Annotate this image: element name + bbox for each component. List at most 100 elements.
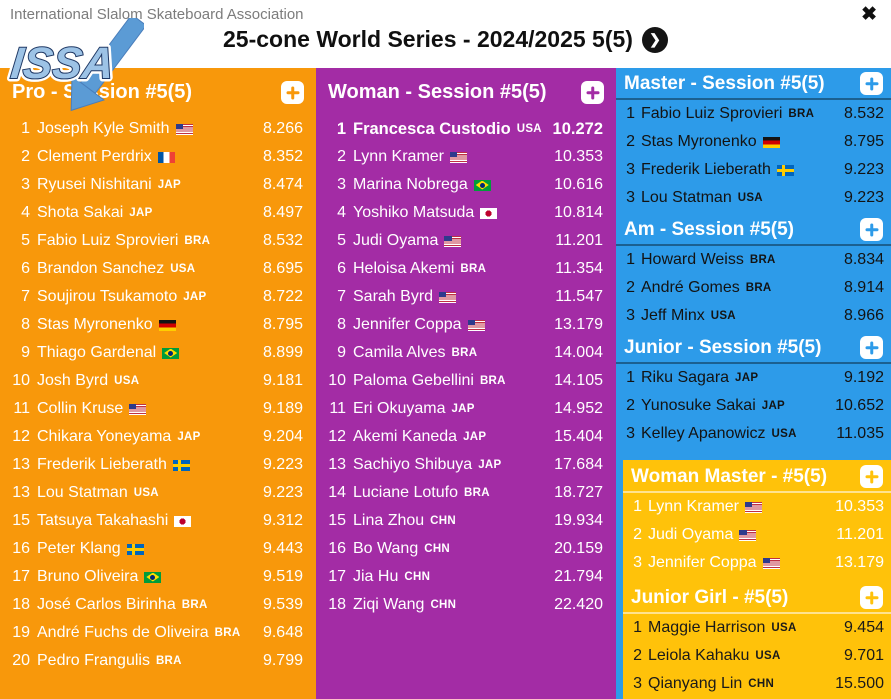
score-value: 9.223 bbox=[262, 456, 303, 473]
entry-row[interactable]: 3 Jennifer Coppa 13.179 bbox=[623, 549, 891, 577]
country-code: BRA bbox=[749, 254, 776, 266]
entry-row[interactable]: 9 Camila Alves BRA 14.004 bbox=[316, 339, 616, 367]
rank-number: 16 bbox=[328, 540, 346, 557]
entry-row[interactable]: 10 Josh Byrd USA 9.181 bbox=[0, 367, 316, 395]
add-entry-button[interactable] bbox=[281, 81, 304, 104]
entry-row[interactable]: 8 Stas Myronenko 8.795 bbox=[0, 311, 316, 339]
entry-row[interactable]: 7 Soujirou Tsukamoto JAP 8.722 bbox=[0, 283, 316, 311]
entry-row[interactable]: 1 Joseph Kyle Smith 8.266 bbox=[0, 115, 316, 143]
close-icon[interactable]: ✖ bbox=[861, 4, 877, 25]
rider-name: José Carlos Birinha bbox=[37, 596, 176, 613]
rank-number: 3 bbox=[626, 161, 635, 178]
entry-row[interactable]: 1 Riku Sagara JAP 9.192 bbox=[616, 364, 891, 392]
score-value: 9.799 bbox=[262, 652, 303, 669]
entry-row[interactable]: 18 José Carlos Birinha BRA 9.539 bbox=[0, 591, 316, 619]
add-entry-button[interactable] bbox=[581, 81, 604, 104]
flag-ger-icon bbox=[762, 136, 780, 148]
rider-name: Bo Wang bbox=[353, 540, 419, 557]
rank-number: 3 bbox=[626, 425, 635, 442]
add-entry-button[interactable] bbox=[860, 465, 883, 488]
entry-row[interactable]: 13 Frederik Lieberath 9.223 bbox=[0, 451, 316, 479]
entry-row[interactable]: 2 Stas Myronenko 8.795 bbox=[616, 128, 891, 156]
score-value: 8.532 bbox=[262, 232, 303, 249]
entry-row[interactable]: 17 Bruno Oliveira 9.519 bbox=[0, 563, 316, 591]
title-row: 25-cone World Series - 2024/2025 5(5) ❯ bbox=[0, 26, 891, 53]
entry-row[interactable]: 3 Lou Statman USA 9.223 bbox=[616, 184, 891, 212]
entry-row[interactable]: 19 André Fuchs de Oliveira BRA 9.648 bbox=[0, 619, 316, 647]
entry-row[interactable]: 3 Frederik Lieberath 9.223 bbox=[616, 156, 891, 184]
entry-row[interactable]: 12 Chikara Yoneyama JAP 9.204 bbox=[0, 423, 316, 451]
score-value: 8.532 bbox=[843, 105, 884, 122]
entry-row[interactable]: 9 Thiago Gardenal 8.899 bbox=[0, 339, 316, 367]
entry-row[interactable]: 18 Ziqi Wang CHN 22.420 bbox=[316, 591, 616, 619]
entry-row[interactable]: 8 Jennifer Coppa 13.179 bbox=[316, 311, 616, 339]
next-session-button[interactable]: ❯ bbox=[641, 26, 668, 53]
rider-name: Pedro Frangulis bbox=[37, 652, 150, 669]
entry-row[interactable]: 5 Fabio Luiz Sprovieri BRA 8.532 bbox=[0, 227, 316, 255]
flag-bra-icon bbox=[473, 179, 491, 191]
entry-row[interactable]: 15 Tatsuya Takahashi 9.312 bbox=[0, 507, 316, 535]
entry-row[interactable]: 2 Clement Perdrix 8.352 bbox=[0, 143, 316, 171]
rank-number: 20 bbox=[12, 652, 30, 669]
score-value: 11.354 bbox=[555, 260, 603, 277]
entry-row[interactable]: 2 Yunosuke Sakai JAP 10.652 bbox=[616, 392, 891, 420]
flag-usa-icon bbox=[762, 557, 780, 569]
entry-row[interactable]: 13 Lou Statman USA 9.223 bbox=[0, 479, 316, 507]
entry-row[interactable]: 6 Heloisa Akemi BRA 11.354 bbox=[316, 255, 616, 283]
entry-row[interactable]: 3 Kelley Apanowicz USA 11.035 bbox=[616, 420, 891, 448]
logo-text: ISSA bbox=[9, 39, 117, 88]
rank-number: 12 bbox=[12, 428, 30, 445]
score-value: 9.223 bbox=[843, 189, 884, 206]
score-value: 9.189 bbox=[262, 400, 303, 417]
rank-number: 13 bbox=[12, 484, 30, 501]
score-value: 10.353 bbox=[835, 498, 884, 515]
flag-usa-icon bbox=[129, 403, 147, 415]
country-code: JAP bbox=[177, 431, 201, 443]
entry-row[interactable]: 3 Marina Nobrega 10.616 bbox=[316, 171, 616, 199]
rank-number: 8 bbox=[21, 316, 30, 333]
entry-row[interactable]: 7 Sarah Byrd 11.547 bbox=[316, 283, 616, 311]
score-value: 8.795 bbox=[843, 133, 884, 150]
entry-row[interactable]: 4 Yoshiko Matsuda 10.814 bbox=[316, 199, 616, 227]
entry-row[interactable]: 6 Brandon Sanchez USA 8.695 bbox=[0, 255, 316, 283]
entry-row[interactable]: 2 André Gomes BRA 8.914 bbox=[616, 274, 891, 302]
entry-row[interactable]: 1 Howard Weiss BRA 8.834 bbox=[616, 246, 891, 274]
entry-row[interactable]: 15 Lina Zhou CHN 19.934 bbox=[316, 507, 616, 535]
entry-row[interactable]: 11 Collin Kruse 9.189 bbox=[0, 395, 316, 423]
rider-name: Jennifer Coppa bbox=[648, 554, 757, 571]
entry-row[interactable]: 3 Ryusei Nishitani JAP 8.474 bbox=[0, 171, 316, 199]
rank-number: 1 bbox=[633, 619, 642, 636]
entry-row[interactable]: 4 Shota Sakai JAP 8.497 bbox=[0, 199, 316, 227]
entry-row[interactable]: 11 Eri Okuyama JAP 14.952 bbox=[316, 395, 616, 423]
country-code: BRA bbox=[745, 282, 772, 294]
add-entry-button[interactable] bbox=[860, 72, 883, 95]
entry-row[interactable]: 10 Paloma Gebellini BRA 14.105 bbox=[316, 367, 616, 395]
rider-name: Clement Perdrix bbox=[37, 148, 152, 165]
entry-row[interactable]: 3 Jeff Minx USA 8.966 bbox=[616, 302, 891, 330]
entry-row[interactable]: 3 Qianyang Lin CHN 15.500 bbox=[623, 670, 891, 698]
entry-row[interactable]: 13 Sachiyo Shibuya JAP 17.684 bbox=[316, 451, 616, 479]
rank-number: 12 bbox=[328, 428, 346, 445]
entry-row[interactable]: 17 Jia Hu CHN 21.794 bbox=[316, 563, 616, 591]
country-code: USA bbox=[516, 123, 542, 135]
entry-row[interactable]: 1 Fabio Luiz Sprovieri BRA 8.532 bbox=[616, 100, 891, 128]
entry-row[interactable]: 2 Judi Oyama 11.201 bbox=[623, 521, 891, 549]
entry-row[interactable]: 16 Peter Klang 9.443 bbox=[0, 535, 316, 563]
add-entry-button[interactable] bbox=[860, 586, 883, 609]
entry-row[interactable]: 16 Bo Wang CHN 20.159 bbox=[316, 535, 616, 563]
add-entry-button[interactable] bbox=[860, 218, 883, 241]
entry-row[interactable]: 14 Luciane Lotufo BRA 18.727 bbox=[316, 479, 616, 507]
rank-number: 3 bbox=[626, 189, 635, 206]
score-value: 14.952 bbox=[554, 400, 603, 417]
entry-row[interactable]: 1 Lynn Kramer 10.353 bbox=[623, 493, 891, 521]
entry-row[interactable]: 2 Lynn Kramer 10.353 bbox=[316, 143, 616, 171]
entry-row[interactable]: 2 Leiola Kahaku USA 9.701 bbox=[623, 642, 891, 670]
entry-row[interactable]: 12 Akemi Kaneda JAP 15.404 bbox=[316, 423, 616, 451]
entry-row[interactable]: 1 Francesca Custodio USA 10.272 bbox=[316, 115, 616, 143]
entry-row[interactable]: 20 Pedro Frangulis BRA 9.799 bbox=[0, 647, 316, 675]
entry-row[interactable]: 1 Maggie Harrison USA 9.454 bbox=[623, 614, 891, 642]
rank-number: 9 bbox=[21, 344, 30, 361]
add-entry-button[interactable] bbox=[860, 336, 883, 359]
entry-row[interactable]: 5 Judi Oyama 11.201 bbox=[316, 227, 616, 255]
rider-name: Heloisa Akemi bbox=[353, 260, 455, 277]
